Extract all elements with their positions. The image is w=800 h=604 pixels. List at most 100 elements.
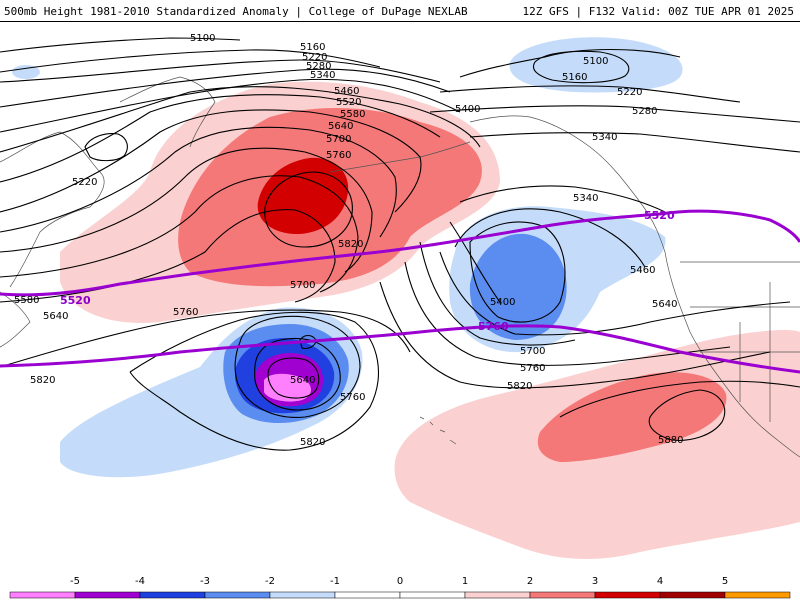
colorbar-tick-labels: -5 -4 -3 -2 -1 0 1 2 3 4 5 (70, 576, 728, 587)
contour-label: 5100 (190, 33, 215, 44)
contour-label: 5880 (658, 435, 683, 446)
colorbar-tick-label: 3 (592, 576, 598, 587)
coastline-asia (0, 131, 105, 288)
colorbar-swatch (9, 591, 76, 599)
contour-5280-north (429, 105, 800, 123)
contour-5220 (0, 59, 441, 83)
contour-label: 5580 (14, 295, 39, 306)
contour-5700-west (0, 175, 359, 293)
contour-label: 5280 (632, 106, 657, 117)
colorbar-swatch (399, 591, 466, 599)
contour-label: 5220 (302, 52, 327, 63)
contour-5700-east (419, 241, 576, 346)
colorbar-svg: -5 -4 -3 -2 -1 0 1 2 3 4 5 (9, 576, 791, 599)
contour-low-west (84, 133, 128, 162)
contour-5820-west (0, 309, 411, 368)
contour-5820-southeast (559, 380, 800, 418)
colorbar-tick-label: -5 (70, 576, 80, 587)
contour-label: 5160 (562, 72, 587, 83)
contour-label: 5640 (328, 121, 353, 132)
highlight-label-5520-east: 5520 (644, 209, 675, 222)
colorbar-swatch (659, 591, 726, 599)
contour-5160 (0, 49, 381, 73)
colorbar-tick-label: 5 (722, 576, 728, 587)
colorbar-tick-label: -4 (135, 576, 145, 587)
contour-5340 (0, 78, 461, 133)
contour-label: 5640 (290, 375, 315, 386)
colorbar-swatch (334, 591, 401, 599)
colorbar-swatch (464, 591, 531, 599)
highlight-contour-5520 (0, 209, 800, 297)
contour-label: 5700 (290, 280, 315, 291)
colorbar-swatch (724, 591, 791, 599)
colorbar-tick-label: -3 (200, 576, 210, 587)
contour-5100-west (0, 37, 241, 53)
contour-label: 5760 (173, 307, 198, 318)
contour-label: 5580 (340, 109, 365, 120)
colorbar-swatch (74, 591, 141, 599)
coastline-kamchatka (119, 76, 216, 148)
contour-label: 5760 (326, 150, 351, 161)
map-title: 500mb Height 1981-2010 Standardized Anom… (4, 5, 468, 18)
contour-5640-low (267, 357, 320, 399)
contour-label: 5400 (455, 104, 480, 115)
colorbar-swatch (139, 591, 206, 599)
header-bar: 500mb Height 1981-2010 Standardized Anom… (0, 0, 800, 22)
contour-label: 5460 (334, 86, 359, 97)
colorbar-tick-label: 4 (657, 576, 663, 587)
colorbar-swatch (269, 591, 336, 599)
colorbar-swatch (529, 591, 596, 599)
contour-label: 5220 (72, 177, 97, 188)
contour-label: 5820 (338, 239, 363, 250)
contour-label: 5700 (326, 134, 351, 145)
coastline-west-na (664, 251, 800, 458)
negative-anomaly-1sd-nw-dot (12, 65, 40, 79)
contour-high-center (264, 171, 353, 248)
model-run-info: 12Z GFS | F132 Valid: 00Z TUE APR 01 202… (522, 5, 794, 18)
contour-label: 5340 (592, 132, 617, 143)
contour-5400-east (469, 221, 566, 323)
highlight-label-5520-west: 5520 (60, 294, 91, 307)
contour-label: 5640 (43, 311, 68, 322)
contour-label: 5760 (340, 392, 365, 403)
contour-5580-east (449, 221, 501, 303)
contour-5760-low (234, 315, 361, 418)
contour-label: 5460 (630, 265, 655, 276)
contour-label: 5820 (30, 375, 55, 386)
contour-label: 5220 (617, 87, 642, 98)
contour-label: 5340 (573, 193, 598, 204)
contour-5820-east (379, 281, 771, 389)
colorbar-swatch (594, 591, 661, 599)
contour-5400 (0, 86, 481, 153)
colorbar-swatches (9, 591, 791, 599)
contour-label: 5400 (490, 297, 515, 308)
contour-labels: 5100 5160 5220 5280 5340 5400 5460 5520 … (14, 33, 683, 448)
contour-label: 5640 (652, 299, 677, 310)
map-panel: 5100 5160 5220 5280 5340 5400 5460 5520 … (0, 22, 800, 570)
anomaly-map-svg: 5100 5160 5220 5280 5340 5400 5460 5520 … (0, 33, 800, 559)
highlight-contours (0, 209, 800, 374)
contour-5280 (0, 68, 451, 108)
contour-label: 5340 (310, 70, 335, 81)
colorbar-tick-label: 1 (462, 576, 468, 587)
anomaly-shading (12, 37, 800, 559)
contour-label: 5820 (300, 437, 325, 448)
colorbar-tick-label: -2 (265, 576, 275, 587)
colorbar-tick-label: 0 (397, 576, 403, 587)
contour-5160-north (459, 48, 681, 78)
positive-anomaly-3sd-core (257, 157, 349, 235)
contour-5340-east (459, 185, 666, 213)
contour-label: 5520 (336, 97, 361, 108)
contour-label: 5100 (583, 56, 608, 67)
negative-anomaly-5sd-central (264, 373, 311, 402)
contour-label: 5760 (520, 363, 545, 374)
contour-5460-west (0, 94, 441, 183)
highlight-label-5760-east: 5760 (478, 320, 509, 333)
contour-5460-east (454, 208, 646, 268)
contour-label: 5700 (520, 346, 545, 357)
colorbar-tick-label: -1 (330, 576, 340, 587)
contour-5580-west (0, 126, 397, 238)
contour-5880 (648, 389, 726, 441)
colorbar-swatch (204, 591, 271, 599)
